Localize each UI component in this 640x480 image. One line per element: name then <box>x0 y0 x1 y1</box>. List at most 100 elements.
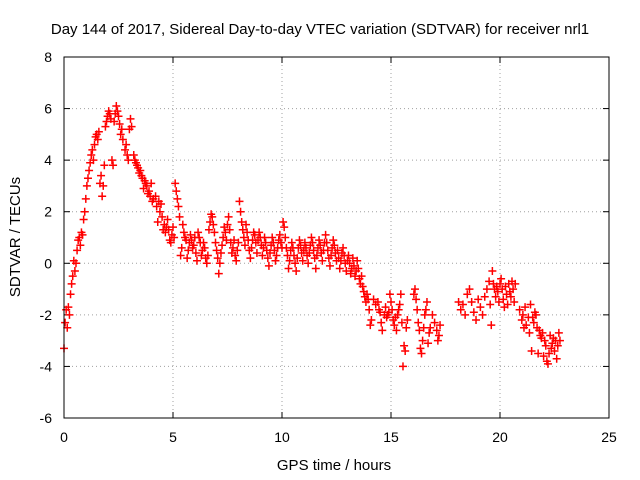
data-point <box>329 236 338 245</box>
data-point <box>467 297 476 306</box>
data-point <box>76 241 85 250</box>
data-point <box>287 238 296 247</box>
data-point <box>151 192 160 201</box>
data-point <box>346 269 355 278</box>
data-point <box>237 218 246 227</box>
data-point <box>126 114 135 123</box>
data-point <box>204 225 213 234</box>
data-point <box>218 241 227 250</box>
data-point <box>153 218 162 227</box>
data-point <box>189 241 198 250</box>
data-point <box>82 181 91 190</box>
x-tick-label: 10 <box>274 429 290 445</box>
data-point <box>335 264 344 273</box>
data-point <box>298 256 307 265</box>
y-tick-label: 0 <box>44 255 52 271</box>
data-point <box>102 117 111 126</box>
data-point <box>526 300 535 309</box>
data-point <box>509 285 518 294</box>
data-point <box>281 233 290 242</box>
data-point <box>426 323 435 332</box>
data-point <box>272 251 281 260</box>
data-point <box>365 305 374 314</box>
data-point <box>434 331 443 340</box>
data-point <box>550 346 559 355</box>
y-tick-label: -6 <box>40 410 53 426</box>
data-point <box>376 308 385 317</box>
data-point <box>413 305 422 314</box>
data-point <box>461 310 470 319</box>
data-point <box>191 248 200 257</box>
data-point <box>463 290 472 299</box>
data-point <box>534 349 543 358</box>
data-point <box>110 117 119 126</box>
data-point <box>554 328 563 337</box>
data-point <box>396 290 405 299</box>
data-point <box>293 254 302 263</box>
data-point <box>358 282 367 291</box>
data-point <box>521 303 530 312</box>
data-point <box>178 220 187 229</box>
data-point <box>235 197 244 206</box>
data-point <box>157 199 166 208</box>
data-point <box>231 251 240 260</box>
data-point <box>321 230 330 239</box>
plot-frame <box>63 56 610 419</box>
data-point <box>179 228 188 237</box>
data-point <box>422 297 431 306</box>
data-point <box>369 295 378 304</box>
y-tick-label: -2 <box>40 307 53 323</box>
data-point <box>208 212 217 221</box>
data-point <box>279 218 288 227</box>
data-point <box>224 212 233 221</box>
data-point <box>228 243 237 252</box>
data-point <box>344 251 353 260</box>
data-point <box>99 181 108 190</box>
data-point <box>510 297 519 306</box>
x-tick-label: 0 <box>60 429 68 445</box>
data-point <box>155 207 164 216</box>
data-point <box>418 336 427 345</box>
data-point <box>136 166 145 175</box>
data-point <box>553 341 562 350</box>
data-point <box>424 339 433 348</box>
data-point <box>496 279 504 288</box>
data-point <box>269 238 278 247</box>
data-point <box>518 310 527 319</box>
data-point <box>93 135 102 144</box>
data-point <box>432 326 441 335</box>
data-point <box>145 187 154 196</box>
data-point <box>295 236 304 245</box>
data-point <box>163 215 172 224</box>
data-point <box>527 346 536 355</box>
data-point <box>230 236 239 245</box>
data-point <box>255 228 264 237</box>
data-point <box>64 303 73 312</box>
data-point <box>67 279 76 288</box>
data-point <box>211 238 220 247</box>
data-point <box>186 230 195 239</box>
data-point <box>415 326 424 335</box>
data-point <box>330 241 339 250</box>
data-point <box>296 241 305 250</box>
data-point <box>531 310 540 319</box>
data-point <box>377 318 386 327</box>
data-point <box>221 228 230 237</box>
data-point <box>309 246 318 255</box>
data-point <box>115 120 124 129</box>
data-point <box>517 316 526 325</box>
data-point <box>112 101 121 110</box>
data-point <box>276 238 285 247</box>
data-point <box>232 256 241 265</box>
y-axis-label: SDTVAR / TECUs <box>7 177 24 297</box>
data-point <box>261 238 270 247</box>
data-point <box>202 259 211 268</box>
data-point <box>354 264 363 273</box>
data-point <box>184 246 193 255</box>
data-point <box>239 233 248 242</box>
data-point <box>491 292 500 301</box>
data-point <box>499 295 508 304</box>
data-point <box>525 328 534 337</box>
data-point <box>478 310 487 319</box>
data-point <box>225 225 234 234</box>
